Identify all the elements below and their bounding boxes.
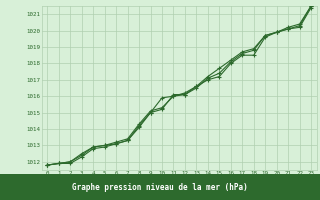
Text: Graphe pression niveau de la mer (hPa): Graphe pression niveau de la mer (hPa) bbox=[72, 182, 248, 192]
